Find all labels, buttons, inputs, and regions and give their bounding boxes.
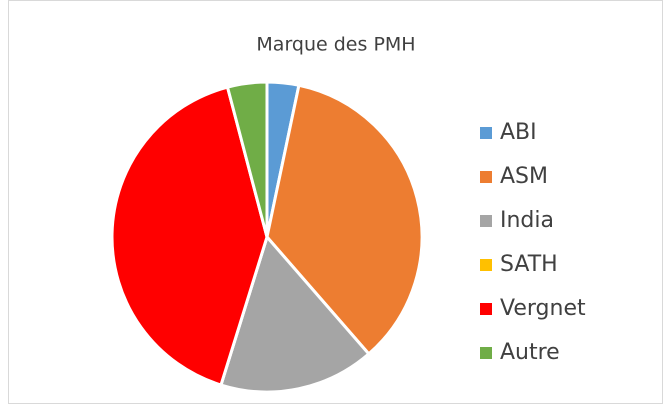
pie-slice [265, 83, 424, 356]
legend-label: Vergnet [500, 296, 586, 321]
legend-swatch [480, 259, 492, 271]
legend-swatch [480, 127, 492, 139]
legend-swatch [480, 215, 492, 227]
legend-label: India [500, 208, 554, 233]
legend-label: ASM [500, 164, 548, 189]
chart-title: Marque des PMH [256, 34, 415, 56]
pie-slice [219, 235, 371, 394]
legend-label: ABI [500, 120, 537, 145]
legend-swatch [480, 347, 492, 359]
pie-slice [226, 80, 269, 239]
legend-label: SATH [500, 252, 558, 277]
legend-swatch [480, 171, 492, 183]
legend-label: Autre [500, 340, 560, 365]
pie-slice [110, 85, 269, 387]
legend-swatch [480, 303, 492, 315]
